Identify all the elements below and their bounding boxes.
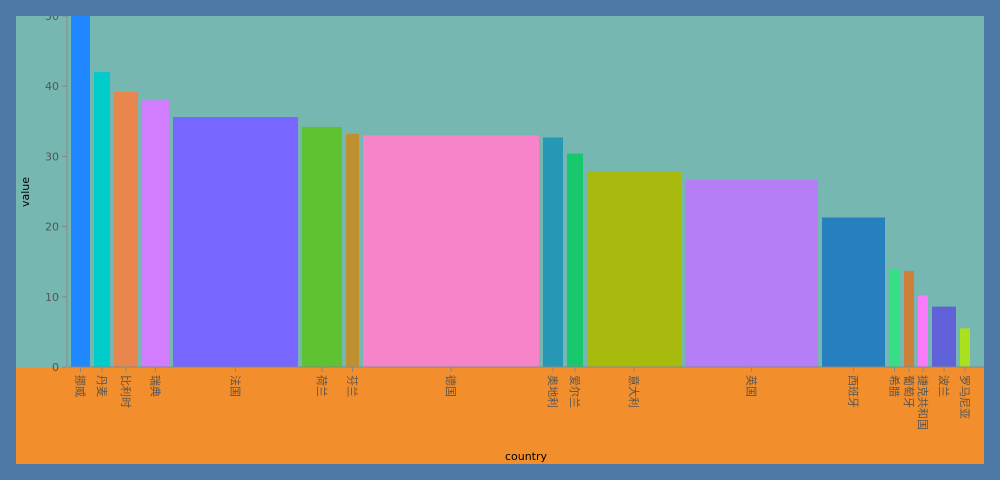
x-tick-label: 波兰 bbox=[937, 375, 950, 397]
x-tick-label: 意大利 bbox=[627, 375, 641, 408]
x-tick-label: 德国 bbox=[444, 375, 458, 397]
bars bbox=[71, 16, 970, 368]
bar[interactable] bbox=[142, 100, 169, 368]
y-tick-label: 20 bbox=[45, 221, 59, 234]
y-tick-label: 0 bbox=[52, 361, 59, 374]
x-axis: 挪威 丹麦 比利时 瑞典 法国 荷兰 芬兰 德国 奥地利 爱尔兰 意大利 英国 西班牙 希腊 葡萄牙 捷克共和… bbox=[68, 366, 984, 430]
chart-frame: 0 10 20 30 40 50 挪威 丹麦 比利时 瑞典 法国 荷兰 芬兰 德国 奥地利 爱尔兰 意大利 英国… bbox=[16, 16, 984, 464]
y-axis-title: value bbox=[19, 177, 32, 207]
bar[interactable] bbox=[567, 153, 583, 367]
bar[interactable] bbox=[960, 328, 970, 367]
bar-chart: 0 10 20 30 40 50 挪威 丹麦 比利时 瑞典 法国 荷兰 芬兰 德国 奥地利 爱尔兰 意大利 英国… bbox=[16, 16, 984, 463]
x-tick-label: 西班牙 bbox=[847, 375, 860, 408]
x-tick-label: 比利时 bbox=[119, 375, 132, 408]
y-tick-label: 30 bbox=[45, 150, 59, 163]
x-tick-label: 葡萄牙 bbox=[902, 375, 915, 408]
x-axis-title: country bbox=[505, 450, 548, 463]
bar[interactable] bbox=[71, 16, 90, 367]
bar[interactable] bbox=[114, 91, 138, 367]
x-tick-label: 罗马尼亚 bbox=[958, 375, 971, 419]
bar[interactable] bbox=[543, 137, 563, 367]
x-tick-label: 荷兰 bbox=[315, 375, 328, 397]
bar[interactable] bbox=[932, 306, 956, 367]
x-tick-label: 奥地利 bbox=[546, 375, 560, 408]
x-tick-label: 爱尔兰 bbox=[568, 375, 581, 408]
bar[interactable] bbox=[918, 295, 928, 367]
bar[interactable] bbox=[904, 270, 914, 367]
bar[interactable] bbox=[302, 126, 342, 367]
y-tick-label: 40 bbox=[45, 80, 59, 93]
bar[interactable] bbox=[173, 117, 298, 367]
y-tick-label: 10 bbox=[45, 291, 59, 304]
y-tick-label: 50 bbox=[45, 16, 59, 23]
bar[interactable] bbox=[587, 171, 681, 367]
bar[interactable] bbox=[889, 268, 900, 367]
x-tick-label: 瑞典 bbox=[149, 375, 163, 397]
bar[interactable] bbox=[363, 135, 539, 367]
x-tick-label: 英国 bbox=[745, 375, 759, 397]
bar[interactable] bbox=[822, 217, 885, 367]
x-tick-label: 挪威 bbox=[74, 375, 88, 397]
x-tick-label: 芬兰 bbox=[346, 375, 359, 397]
x-tick-label: 丹麦 bbox=[95, 375, 108, 397]
y-axis: 0 10 20 30 40 50 bbox=[45, 16, 68, 374]
bar[interactable] bbox=[346, 133, 359, 367]
x-tick-label: 法国 bbox=[229, 375, 243, 397]
bar[interactable] bbox=[94, 72, 110, 367]
x-tick-label: 捷克共和国 bbox=[916, 375, 930, 430]
bar[interactable] bbox=[685, 179, 818, 367]
x-tick-label: 希腊 bbox=[888, 375, 902, 397]
